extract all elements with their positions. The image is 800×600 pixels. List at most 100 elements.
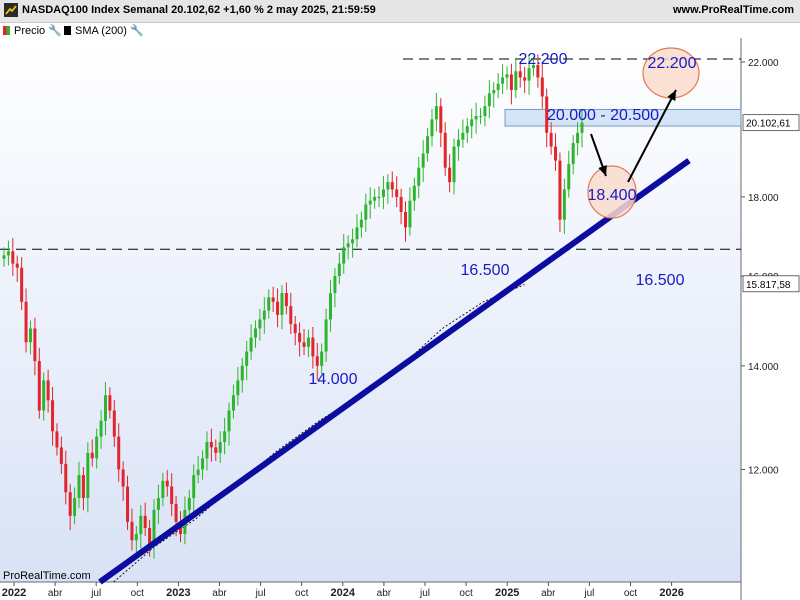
- candle-body: [143, 515, 147, 528]
- svg-text:20.102,61: 20.102,61: [746, 119, 791, 130]
- x-tick-label: abr: [48, 588, 63, 599]
- candle: [351, 228, 355, 258]
- candle: [267, 289, 271, 319]
- candle: [540, 64, 544, 109]
- candle: [99, 410, 103, 449]
- candle-body: [390, 182, 394, 190]
- candle: [156, 484, 160, 525]
- candle: [68, 484, 72, 531]
- candle: [28, 320, 32, 355]
- candle: [276, 288, 280, 328]
- candle-body: [448, 167, 452, 183]
- candle-body: [64, 463, 68, 493]
- candle: [531, 57, 535, 77]
- candle: [306, 329, 310, 358]
- candle: [576, 122, 580, 156]
- candle-body: [68, 492, 72, 516]
- candle-body: [90, 452, 94, 459]
- candle: [143, 502, 147, 537]
- candle-body: [558, 160, 562, 220]
- candle: [395, 176, 399, 208]
- candle: [86, 442, 90, 513]
- candle: [293, 315, 297, 346]
- candle: [346, 235, 350, 260]
- candle-body: [293, 323, 297, 334]
- candle-body: [236, 380, 240, 396]
- candle: [139, 505, 143, 549]
- target-high-label: 22.200: [648, 55, 697, 72]
- candle: [95, 428, 99, 469]
- candle: [373, 188, 377, 209]
- candle-body: [42, 380, 46, 411]
- last-price-box: 20.102,61: [742, 114, 800, 132]
- candle: [196, 456, 200, 484]
- candle: [536, 54, 540, 88]
- candle: [571, 135, 575, 175]
- candle-body: [117, 436, 121, 470]
- candle: [545, 88, 549, 148]
- candle-body: [474, 116, 478, 120]
- candle: [509, 63, 513, 105]
- sma-swatch-icon: [64, 26, 71, 35]
- candle: [342, 233, 346, 274]
- candle-body: [2, 255, 6, 259]
- candle-body: [404, 212, 408, 228]
- candle: [298, 322, 302, 357]
- candle: [456, 128, 460, 161]
- site-url[interactable]: www.ProRealTime.com: [672, 4, 794, 16]
- candle-body: [496, 83, 500, 91]
- candle-body: [540, 77, 544, 97]
- candle-body: [33, 328, 37, 362]
- candle: [483, 95, 487, 127]
- candle-body: [465, 126, 469, 133]
- candle: [315, 342, 319, 381]
- candle: [443, 122, 447, 176]
- candle-body: [306, 337, 310, 347]
- candle-body: [536, 65, 540, 78]
- price-settings-icon[interactable]: 🔧: [48, 25, 62, 37]
- candle-body: [346, 243, 350, 248]
- sma-settings-icon[interactable]: 🔧: [129, 25, 144, 37]
- support-level-label: 16.500: [461, 262, 510, 279]
- candle: [496, 73, 500, 99]
- candle: [51, 387, 55, 446]
- candle-body: [28, 328, 32, 343]
- candle: [236, 367, 240, 406]
- watermark: ProRealTime.com: [3, 570, 91, 582]
- candle-body: [134, 534, 138, 541]
- legend-sma[interactable]: SMA (200) 🔧: [64, 23, 144, 38]
- x-tick-label: oct: [624, 588, 638, 599]
- candle: [320, 343, 324, 374]
- candle: [73, 487, 77, 524]
- support-trendline: [98, 158, 691, 585]
- candle: [479, 108, 483, 125]
- candle: [231, 384, 235, 419]
- candle-body: [231, 395, 235, 411]
- candle: [390, 171, 394, 198]
- candle: [42, 372, 46, 421]
- prorealtime-logo-icon: [4, 3, 18, 17]
- legend-price[interactable]: Precio 🔧: [3, 23, 62, 38]
- candle-body: [209, 442, 213, 448]
- candle: [329, 279, 333, 332]
- x-tick-label: 2025: [495, 587, 519, 599]
- x-tick-label: abr: [212, 588, 227, 599]
- candle-body: [364, 204, 368, 220]
- candle: [64, 450, 68, 505]
- candle-body: [509, 74, 513, 91]
- candle: [112, 399, 116, 447]
- candle: [430, 108, 434, 147]
- candle-body: [549, 132, 553, 147]
- candle: [377, 186, 381, 208]
- candle-body: [59, 447, 63, 464]
- candle: [201, 450, 205, 480]
- candle-body: [196, 469, 200, 476]
- candle-body: [386, 182, 390, 190]
- x-tick-label: 2023: [166, 587, 190, 599]
- candle: [214, 439, 218, 461]
- x-tick-label: oct: [295, 588, 309, 599]
- candle: [302, 328, 306, 356]
- candle-body: [456, 139, 460, 147]
- candle: [11, 238, 15, 276]
